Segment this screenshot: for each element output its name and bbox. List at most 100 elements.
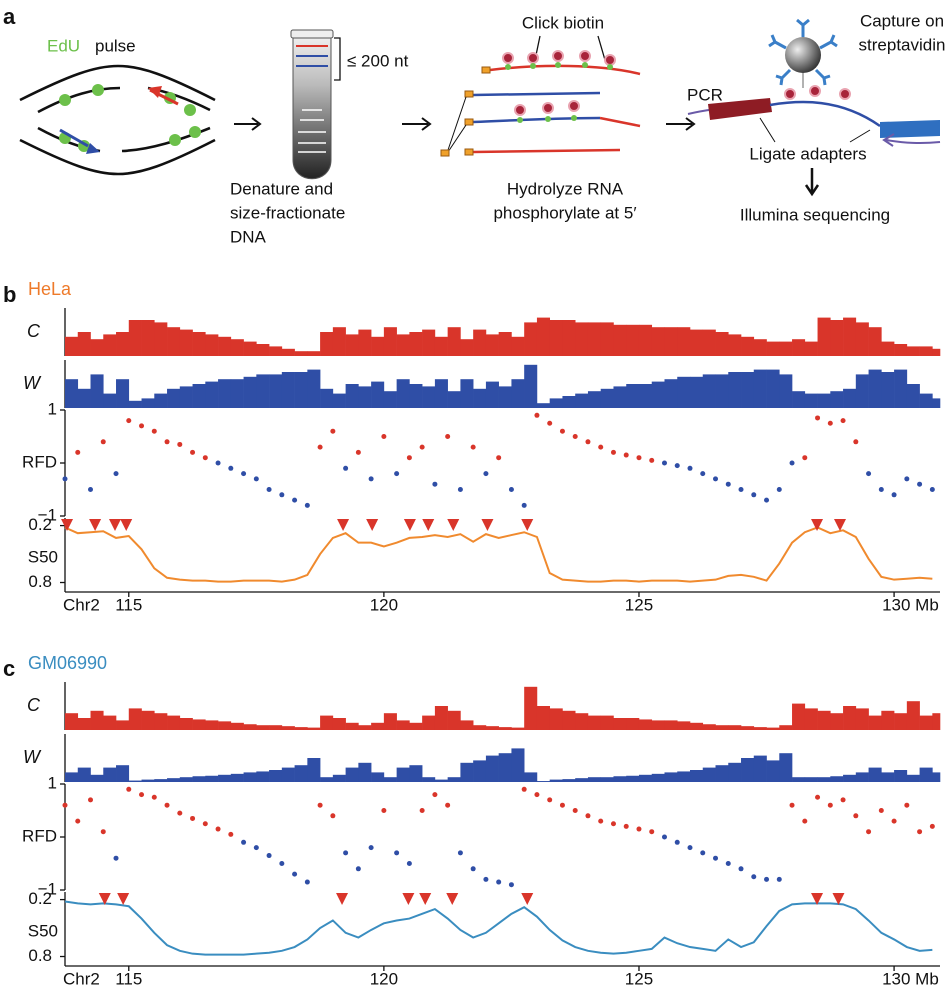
bar xyxy=(307,369,321,408)
bar xyxy=(179,718,193,730)
bar xyxy=(766,760,780,782)
point xyxy=(470,444,476,450)
bar xyxy=(383,713,397,730)
bar xyxy=(600,388,614,408)
bar xyxy=(638,384,653,408)
y-axis-label: C xyxy=(27,695,41,715)
bar xyxy=(587,322,602,356)
bar xyxy=(868,715,882,730)
panel-a: a EdU pulse ≤ 200 nt Denature and size-f… xyxy=(3,4,945,247)
point xyxy=(776,876,782,882)
bar xyxy=(855,772,869,782)
bar xyxy=(141,398,155,408)
bar xyxy=(447,327,461,356)
bar xyxy=(613,718,627,730)
point xyxy=(866,829,872,835)
y-tick-label: −1 xyxy=(38,879,57,898)
bar xyxy=(753,339,767,356)
bar xyxy=(230,722,244,730)
point xyxy=(929,487,935,492)
point xyxy=(725,861,731,866)
bar xyxy=(766,727,780,730)
point xyxy=(279,492,285,498)
bar xyxy=(218,379,232,408)
bar xyxy=(498,386,512,408)
bar xyxy=(243,772,257,782)
bar xyxy=(511,748,525,782)
bar xyxy=(294,765,308,782)
bar xyxy=(906,346,920,356)
panel-label: b xyxy=(3,282,16,307)
phosphate xyxy=(440,149,450,157)
point xyxy=(202,821,208,827)
bar xyxy=(524,322,538,356)
bar xyxy=(753,727,767,730)
point xyxy=(241,839,247,845)
point xyxy=(534,412,540,418)
point xyxy=(610,821,616,827)
y-tick-label: 0.8 xyxy=(28,946,52,965)
bar xyxy=(651,327,665,356)
bar xyxy=(485,755,499,782)
y-axis-label: C xyxy=(27,321,41,341)
bar xyxy=(77,767,91,782)
point xyxy=(789,802,795,808)
bar xyxy=(638,324,653,356)
point xyxy=(687,465,693,471)
point xyxy=(343,465,349,471)
bar xyxy=(218,774,232,782)
bar xyxy=(868,327,882,356)
bar xyxy=(396,334,410,356)
bar xyxy=(728,334,742,356)
bar xyxy=(192,719,206,730)
bar xyxy=(205,334,219,356)
bar xyxy=(511,379,525,408)
bar xyxy=(728,372,742,408)
bar xyxy=(345,722,359,730)
marker xyxy=(447,519,460,531)
bar xyxy=(741,758,755,782)
bar xyxy=(473,725,487,730)
point xyxy=(598,818,604,824)
point xyxy=(139,792,145,798)
bar xyxy=(651,773,665,782)
bar xyxy=(536,706,550,730)
marker xyxy=(109,519,121,531)
bar xyxy=(562,320,576,356)
bar xyxy=(396,379,410,408)
point xyxy=(674,839,680,845)
capture-text: Capture on xyxy=(860,11,944,30)
bar xyxy=(919,393,933,408)
bar xyxy=(804,708,818,730)
bar xyxy=(320,388,334,408)
point xyxy=(139,423,145,429)
point xyxy=(713,855,719,861)
phosphate xyxy=(464,66,491,156)
bar xyxy=(485,381,499,408)
point xyxy=(815,794,821,800)
point xyxy=(355,449,361,455)
bar xyxy=(536,781,550,782)
strand xyxy=(769,100,881,128)
bar xyxy=(422,386,436,408)
bar xyxy=(613,776,627,782)
edu-marks xyxy=(505,62,613,123)
bar xyxy=(575,322,589,356)
point xyxy=(687,845,693,851)
point xyxy=(827,420,833,426)
point xyxy=(483,471,489,477)
bar xyxy=(843,317,857,356)
bar xyxy=(894,770,908,782)
bar xyxy=(600,777,614,782)
bar xyxy=(753,369,767,408)
bar xyxy=(677,721,691,730)
point xyxy=(483,876,489,882)
point xyxy=(355,866,361,872)
bar xyxy=(307,351,321,356)
bar xyxy=(77,332,91,356)
point xyxy=(840,418,846,424)
point xyxy=(904,802,910,808)
point xyxy=(853,813,859,819)
point xyxy=(317,802,323,808)
bracket xyxy=(334,37,341,81)
